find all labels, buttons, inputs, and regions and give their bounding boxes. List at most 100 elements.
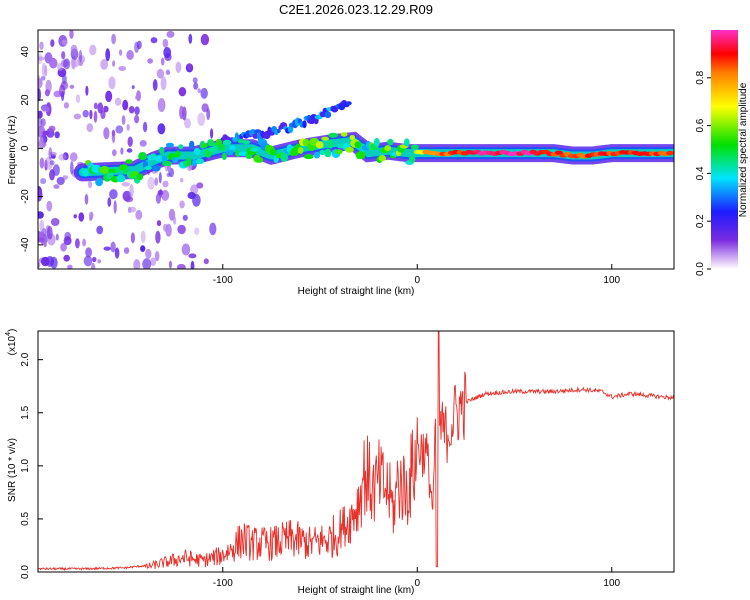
noise-blob	[173, 216, 177, 225]
noise-blob	[130, 232, 135, 244]
noise-blob	[38, 261, 41, 269]
noise-blob	[107, 197, 112, 207]
noise-blob	[38, 125, 46, 139]
main-trace-blob	[116, 174, 126, 183]
noise-blob	[126, 50, 134, 60]
noise-blob	[63, 102, 69, 109]
snr-x-label: Height of straight line (km)	[298, 585, 415, 596]
main-trace-blob	[384, 145, 392, 152]
noise-blob	[111, 129, 116, 144]
main-trace-blob	[144, 166, 153, 170]
noise-blob	[115, 125, 124, 134]
noise-blob	[67, 264, 73, 269]
main-trace-blob	[321, 136, 329, 141]
noise-blob	[43, 241, 47, 248]
noise-blob	[154, 177, 159, 186]
spectrogram-x-tick-label: 100	[603, 275, 620, 286]
noise-blob	[190, 260, 195, 269]
main-trace-blob	[95, 178, 103, 187]
main-trace-blob	[229, 145, 236, 150]
noise-blob	[112, 149, 117, 157]
noise-blob	[126, 124, 130, 131]
snr-x-tick-label: -100	[213, 578, 233, 589]
spectrogram-y-tick-label: 40	[20, 46, 31, 58]
main-trace-blob	[313, 151, 320, 159]
main-trace-blob	[150, 153, 157, 161]
main-trace-blob	[159, 146, 165, 155]
main-trace-blob	[82, 168, 89, 177]
noise-blob	[54, 131, 60, 139]
noise-blob	[133, 259, 141, 269]
main-trace-blob	[315, 141, 324, 149]
noise-blob	[184, 118, 191, 129]
noise-blob	[142, 121, 148, 133]
noise-blob	[128, 106, 135, 114]
noise-blob	[112, 60, 116, 67]
noise-blob	[39, 41, 44, 50]
noise-blob	[134, 106, 140, 116]
noise-blob	[48, 147, 53, 160]
colorbar-tick-label: 0.6	[695, 118, 706, 132]
colorbar-tick-label: 0.8	[695, 70, 706, 84]
snr-x-tick-label: 0	[414, 578, 420, 589]
main-trace-blob	[403, 138, 410, 147]
snr-scale-base: (x10	[7, 335, 18, 355]
noise-blob	[168, 260, 173, 269]
noise-blob	[145, 248, 152, 259]
spectrogram-y-tick-label: -20	[20, 189, 31, 204]
main-trace-blob	[319, 149, 326, 156]
noise-blob	[73, 113, 82, 120]
colorbar-label: Normalized spectral amplitude	[738, 82, 749, 217]
noise-blob	[38, 56, 45, 61]
noise-blob	[85, 247, 92, 258]
spectrogram-x-tick-label: 0	[414, 275, 420, 286]
noise-blob	[113, 200, 117, 214]
noise-blob	[163, 47, 172, 58]
main-trace-blob	[136, 173, 144, 181]
noise-blob	[44, 156, 53, 170]
noise-blob	[105, 90, 113, 103]
main-trace-blob	[250, 147, 259, 152]
spectrogram-x-ticks: -100 0 100	[213, 264, 621, 286]
noise-blob	[38, 75, 41, 86]
noise-blob	[188, 253, 197, 259]
spectrogram-panel: -100 0 100 -40 -20 0 20 40 Height of straight …	[7, 29, 675, 297]
noise-blob	[179, 200, 185, 209]
noise-blob	[40, 178, 47, 185]
spectrogram-y-tick-label: 0	[20, 145, 31, 151]
noise-blob	[69, 30, 74, 39]
noise-blob	[123, 247, 130, 254]
main-trace-blob	[235, 150, 241, 157]
noise-blob	[90, 262, 96, 269]
noise-blob	[55, 233, 59, 241]
noise-blob	[166, 172, 171, 177]
noise-blob	[57, 63, 64, 71]
spectrogram-x-tick-label: -100	[213, 275, 233, 286]
noise-blob	[187, 63, 192, 71]
noise-blob	[87, 180, 93, 189]
noise-blob	[140, 245, 146, 253]
colorbar-tick-label: 0.2	[695, 214, 706, 228]
main-trace-blob	[303, 154, 314, 160]
spectrogram-y-tick-label: -40	[20, 237, 31, 252]
noise-blob	[50, 39, 55, 47]
svg-text:(x104): (x104)	[5, 329, 18, 356]
noise-blob	[197, 88, 201, 93]
noise-blob	[154, 251, 160, 262]
noise-blob	[196, 182, 204, 189]
secondary-trace-blob	[324, 111, 332, 119]
noise-blob	[114, 97, 122, 107]
noise-blob	[63, 58, 71, 70]
main-trace-blob	[208, 146, 218, 153]
main-trace-blob	[225, 150, 234, 156]
noise-blob	[134, 114, 140, 124]
main-trace-blob	[202, 143, 208, 148]
noise-blob	[41, 256, 50, 267]
snr-y-tick-label: 1.5	[20, 405, 31, 419]
colorbar: 0.0 0.2 0.4 0.6 0.8 Normalized spectral ampl…	[695, 30, 749, 276]
noise-blob	[178, 87, 187, 97]
snr-scale-close: )	[7, 329, 18, 332]
main-trace-blob	[191, 158, 197, 167]
snr-x-tick-label: 100	[603, 578, 620, 589]
main-trace-blob	[232, 137, 239, 142]
